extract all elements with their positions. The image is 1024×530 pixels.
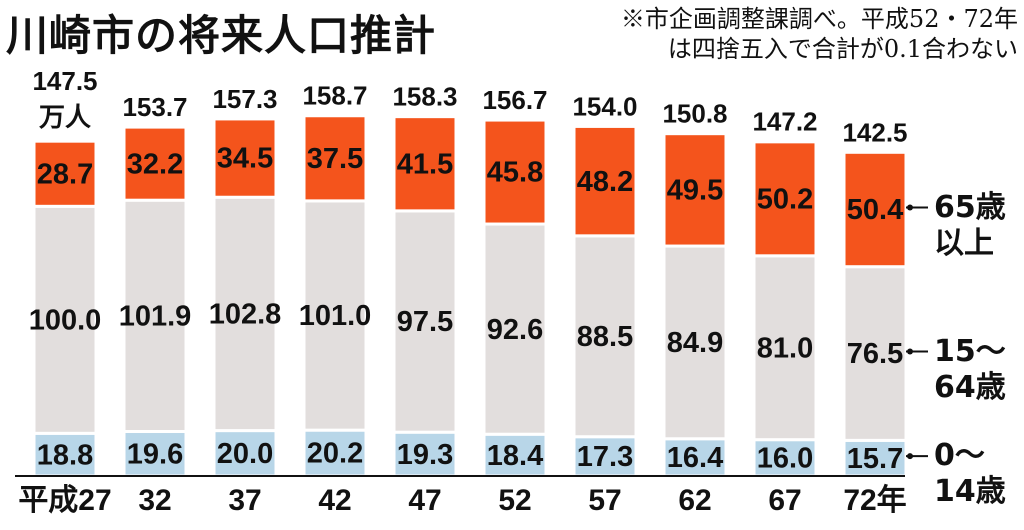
bar-segment	[392, 115, 458, 213]
value-label: 81.0	[757, 332, 813, 364]
value-label: 20.2	[307, 438, 363, 470]
value-label: 37.5	[307, 143, 363, 175]
value-label: 101.9	[119, 301, 192, 333]
bar-segment	[482, 222, 548, 436]
bar-segment	[122, 125, 188, 202]
legend-dot	[907, 348, 913, 355]
value-label: 19.3	[397, 439, 453, 471]
total-label: 157.3	[212, 84, 277, 114]
value-label: 15.7	[847, 443, 903, 475]
bar-segment	[32, 139, 98, 208]
total-label: 158.7	[302, 81, 367, 111]
value-label: 101.0	[299, 300, 372, 332]
legend-dot	[907, 204, 913, 211]
x-tick-label: 62	[678, 484, 711, 517]
total-label: 147.5	[32, 66, 97, 96]
value-label: 18.4	[487, 440, 543, 472]
x-tick-label: 平成27	[18, 484, 111, 517]
chart-title: 川崎市の将来人口推計	[6, 11, 437, 60]
bar-segment	[392, 209, 458, 434]
note: ※市企画調整課調べ。平成52・72年 は四捨五入で合計が0.1合わない	[620, 5, 1018, 63]
value-label: 88.5	[577, 321, 633, 353]
value-label: 45.8	[487, 157, 543, 189]
bar-segment	[572, 124, 638, 238]
value-label: 49.5	[667, 175, 723, 207]
bar-segment	[572, 234, 638, 439]
bar-segment	[32, 204, 98, 435]
x-tick-label: 52	[498, 484, 531, 517]
bar-segment	[842, 150, 908, 269]
value-label: 20.0	[217, 438, 273, 470]
bar-segment	[752, 140, 818, 258]
value-label: 48.2	[577, 166, 633, 198]
value-label: 100.0	[29, 304, 102, 336]
bar-segment	[662, 132, 728, 248]
total-label: 150.8	[662, 99, 727, 129]
value-label: 17.3	[577, 441, 633, 473]
total-label: 153.7	[122, 92, 187, 122]
x-tick-label: 37	[228, 484, 261, 517]
value-label: 28.7	[37, 158, 93, 190]
value-label: 18.8	[37, 439, 93, 471]
value-label: 16.4	[667, 442, 723, 474]
unit-label: 万人	[39, 102, 91, 132]
x-tick-label: 72年	[843, 484, 906, 517]
x-tick-label: 57	[588, 484, 621, 517]
legend-label: 0〜 14歳	[934, 438, 1006, 510]
value-label: 32.2	[127, 148, 183, 180]
bar-segment	[842, 438, 908, 478]
value-label: 84.9	[667, 327, 723, 359]
x-tick-label: 42	[318, 484, 351, 517]
bar-segment	[302, 114, 368, 203]
value-label: 102.8	[209, 299, 282, 331]
x-tick-label: 67	[768, 484, 801, 517]
bar-segment	[212, 117, 278, 199]
x-tick-label: 47	[408, 484, 441, 517]
total-label: 142.5	[842, 117, 907, 147]
total-label: 154.0	[572, 91, 637, 121]
value-label: 76.5	[847, 338, 903, 370]
legend-dot	[907, 453, 913, 460]
value-label: 34.5	[217, 143, 273, 175]
value-label: 41.5	[397, 148, 453, 180]
value-label: 16.0	[757, 442, 813, 474]
value-label: 97.5	[397, 306, 453, 338]
bar-segment	[842, 265, 908, 442]
value-label: 50.2	[757, 183, 813, 215]
x-tick-label: 32	[138, 484, 171, 517]
legend-label: 15〜 64歳	[934, 333, 1006, 405]
value-label: 92.6	[487, 314, 543, 346]
bar-segment	[482, 118, 548, 226]
total-label: 147.2	[752, 107, 817, 137]
total-label: 158.3	[392, 82, 457, 112]
value-label: 50.4	[847, 194, 903, 226]
total-label: 156.7	[482, 85, 547, 115]
legend-label: 65歳 以上	[934, 189, 1006, 261]
value-label: 19.6	[127, 438, 183, 470]
bar-segment	[212, 195, 278, 433]
